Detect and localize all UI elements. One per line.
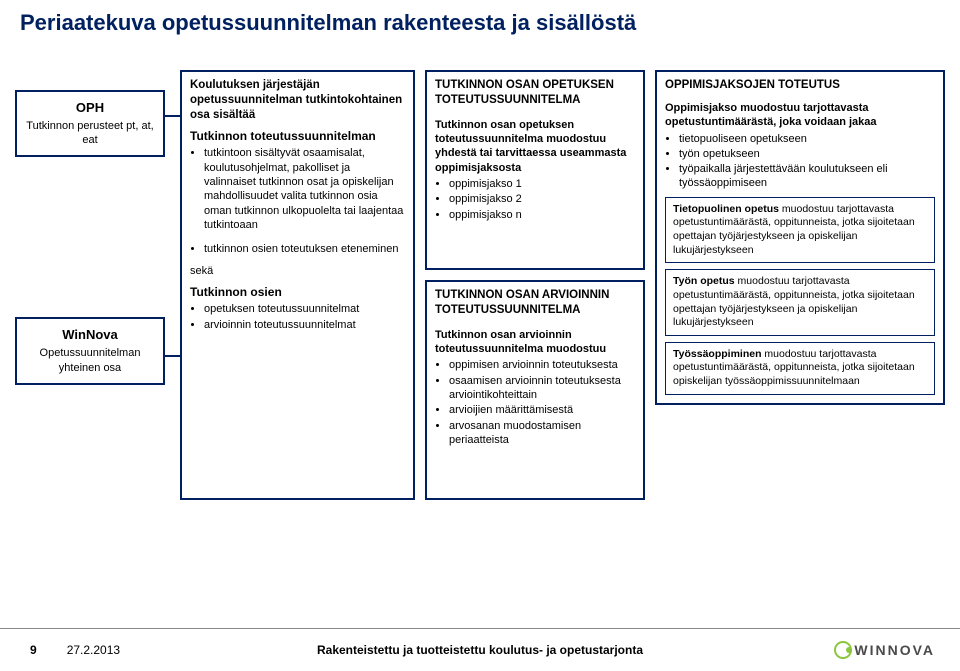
mid1-h1: Tutkinnon toteutussuunnitelman [190,129,405,145]
mid1-b1-0: tutkintoon sisältyvät osaamisalat, koulu… [204,146,405,232]
box-oph-title: OPH [76,100,104,115]
right-h: OPPIMISJAKSOJEN TOTEUTUS [665,78,935,93]
footer: 9 27.2.2013 Rakenteistettu ja tuotteiste… [0,628,960,671]
mid2a-b-0: oppimisjakso 1 [449,177,635,191]
right-p: Oppimisjakso muodostuu tarjottavasta ope… [665,101,935,130]
inner-tyossaoppiminen: Työssäoppiminen muodostuu tarjottavasta … [665,342,935,395]
mid1-b1: tutkintoon sisältyvät osaamisalat, koulu… [190,146,405,256]
right-b-1: työn opetukseen [679,147,935,161]
footer-date: 27.2.2013 [67,643,120,657]
page-title: Periaatekuva opetussuunnitelman rakentee… [20,10,636,36]
footer-logo: WINNOVA [834,641,935,659]
mid2a-b-1: oppimisjakso 2 [449,192,635,206]
box-oppimisjaksot: OPPIMISJAKSOJEN TOTEUTUS Oppimisjakso mu… [655,70,945,405]
mid2b-b: oppimisen arvioinnin toteutuksesta osaam… [435,358,635,447]
mid2a-h: TUTKINNON OSAN OPETUKSEN TOTEUTUSSUUNNIT… [435,78,635,108]
box-oph: OPH Tutkinnon perusteet pt, at, eat [15,90,165,157]
mid2b-b-3: arvosanan muodostamisen periaatteista [449,419,635,448]
mid2b-p: Tutkinnon osan arvioinnin toteutussuunni… [435,328,635,357]
mid2b-b-2: arvioijien määrittämisestä [449,403,635,417]
mid1-b2-0: opetuksen toteutussuunnitelmat [204,302,405,316]
box-winnova-sub: Opetussuunni­telman yhteinen osa [23,346,157,375]
col-left: OPH Tutkinnon perusteet pt, at, eat WinN… [15,70,165,395]
footer-center: Rakenteistettu ja tuotteistettu koulutus… [0,643,960,657]
box-mid1: Koulutuksen järjestäjän opetussuunnitelm… [180,70,415,500]
inner-tietopuolinen: Tietopuolinen opetus muodostuu tarjottav… [665,197,935,264]
box-arviointi: TUTKINNON OSAN ARVIOINNIN TOTEUTUSSUUNNI… [425,280,645,500]
box-winnova-title: WinNova [62,327,118,342]
mid2a-b: oppimisjakso 1 oppimisjakso 2 oppimisjak… [435,177,635,222]
footer-center-text: Rakenteistettu ja tuotteistettu koulutus… [317,643,643,657]
inner-0-h: Tietopuolinen opetus [673,203,779,215]
col-mid2: TUTKINNON OSAN OPETUKSEN TOTEUTUSSUUNNIT… [425,70,645,510]
inner-tyon-opetus: Työn opetus muodostuu tarjottavasta opet… [665,269,935,336]
box-oph-sub: Tutkinnon perusteet pt, at, eat [23,119,157,148]
mid1-b1-1: tutkinnon osien toteutuksen eteneminen [204,242,405,256]
logo-text: WINNOVA [854,642,935,658]
col-mid1: Koulutuksen järjestäjän opetussuunnitelm… [180,70,415,510]
mid1-b2-1: arvioinnin toteutussuunnitelmat [204,318,405,332]
box-opetus: TUTKINNON OSAN OPETUKSEN TOTEUTUSSUUNNIT… [425,70,645,270]
mid2a-p: Tutkinnon osan opetuksen toteutussuunnit… [435,118,635,175]
inner-1-h: Työn opetus [673,275,735,287]
col-right: OPPIMISJAKSOJEN TOTEUTUS Oppimisjakso mu… [655,70,945,405]
mid2b-h: TUTKINNON OSAN ARVIOINNIN TOTEUTUSSUUNNI… [435,288,635,318]
right-b: tietopuoliseen opetukseen työn opetuksee… [665,132,935,191]
right-b-2: työpaikalla järjestettävään koulutukseen… [679,162,935,191]
footer-page: 9 [30,643,37,657]
connector-2 [165,355,180,357]
mid2b-b-0: oppimisen arvioinnin toteutuksesta [449,358,635,372]
mid1-b2: opetuksen toteutussuunnitelmat arvioinni… [190,302,405,332]
mid2a-b-2: oppimisjakso n [449,208,635,222]
box-winnova: WinNova Opetussuunni­telman yhteinen osa [15,317,165,384]
mid2b-b-1: osaamisen arvioinnin toteutuksesta arvio… [449,374,635,403]
logo-icon [834,641,852,659]
right-b-0: tietopuoliseen opetukseen [679,132,935,146]
inner-2-h: Työssäoppiminen [673,348,762,360]
connector-1 [165,115,180,117]
mid1-h2: Tutkinnon osien [190,285,405,301]
mid1-seka: sekä [190,264,405,278]
mid1-p1: Koulutuksen järjestäjän opetussuunnitelm… [190,78,405,123]
